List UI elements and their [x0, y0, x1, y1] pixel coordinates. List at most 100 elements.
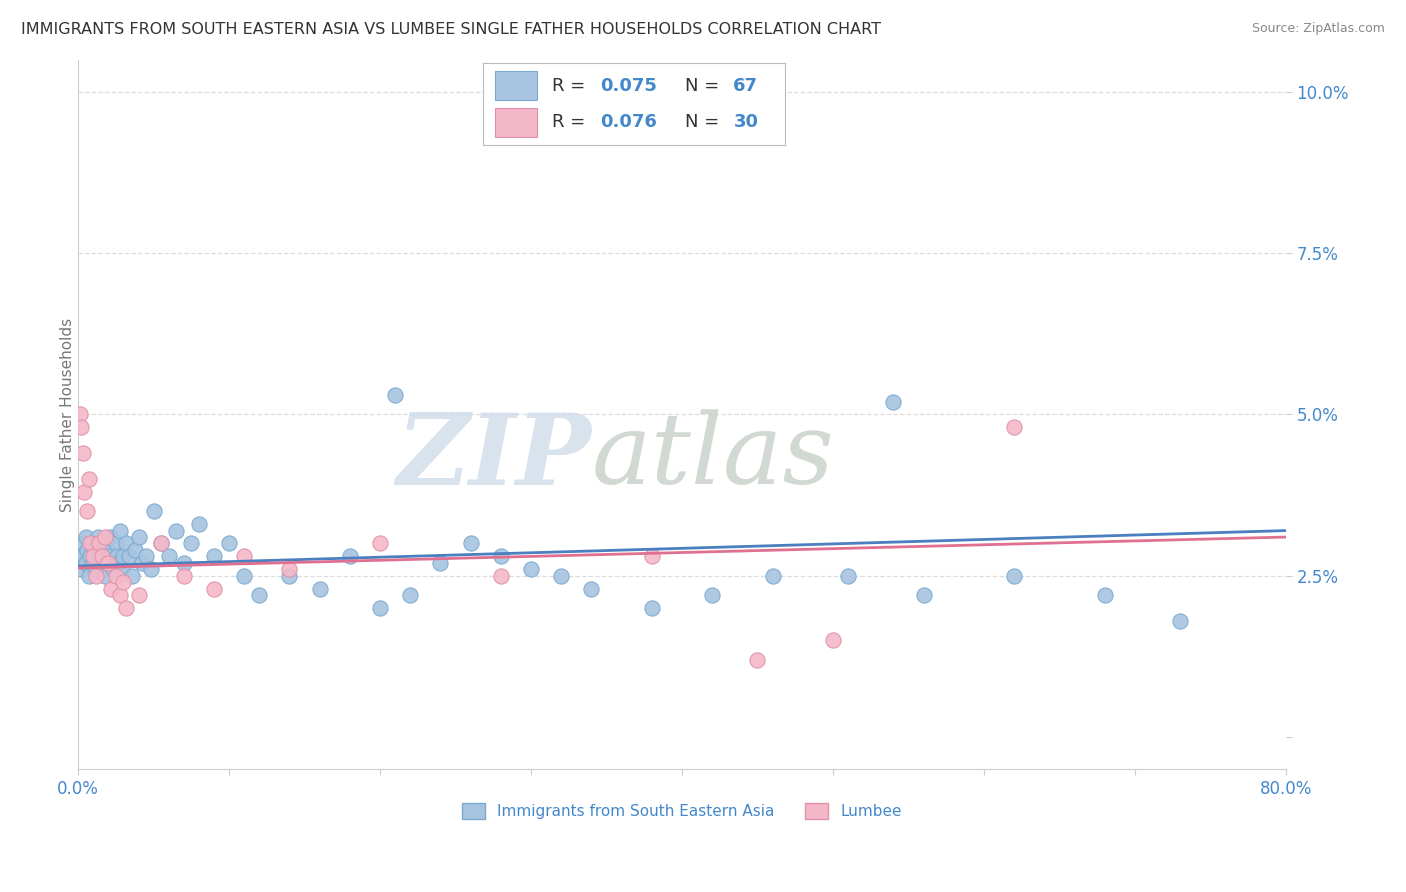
Text: IMMIGRANTS FROM SOUTH EASTERN ASIA VS LUMBEE SINGLE FATHER HOUSEHOLDS CORRELATIO: IMMIGRANTS FROM SOUTH EASTERN ASIA VS LU…: [21, 22, 882, 37]
Point: [173, 568, 195, 582]
Point: [278, 568, 301, 582]
Point: [72, 536, 94, 550]
Point: [84, 562, 107, 576]
Point: [124, 543, 146, 558]
Text: ZIP: ZIP: [396, 409, 592, 505]
Point: [104, 536, 127, 550]
Point: [165, 524, 187, 538]
Point: [912, 588, 935, 602]
Point: [100, 549, 122, 564]
Point: [83, 543, 105, 558]
Point: [1002, 568, 1025, 582]
Point: [97, 556, 120, 570]
Point: [278, 562, 301, 576]
Point: [105, 549, 128, 564]
Point: [110, 588, 132, 602]
Point: [157, 549, 180, 564]
Point: [489, 549, 512, 564]
Point: [150, 536, 173, 550]
Point: [77, 568, 100, 582]
Point: [131, 556, 153, 570]
Point: [399, 588, 422, 602]
Point: [90, 556, 112, 570]
Point: [173, 556, 195, 570]
Point: [96, 543, 118, 558]
Point: [135, 549, 157, 564]
Point: [821, 633, 844, 648]
Point: [79, 549, 101, 564]
Point: [218, 536, 240, 550]
Point: [202, 549, 225, 564]
Point: [384, 388, 406, 402]
Point: [247, 588, 270, 602]
Point: [69, 408, 91, 422]
Point: [76, 543, 98, 558]
Point: [89, 536, 111, 550]
Point: [128, 530, 150, 544]
Point: [702, 588, 724, 602]
Point: [89, 549, 111, 564]
Point: [79, 536, 101, 550]
Point: [94, 530, 117, 544]
Point: [339, 549, 361, 564]
Point: [94, 568, 117, 582]
Point: [520, 562, 543, 576]
Point: [121, 568, 143, 582]
Point: [98, 530, 121, 544]
Point: [460, 536, 482, 550]
Point: [233, 568, 256, 582]
Point: [139, 562, 162, 576]
Point: [142, 504, 165, 518]
Point: [75, 530, 97, 544]
Point: [84, 568, 107, 582]
Point: [69, 549, 91, 564]
Point: [73, 484, 96, 499]
Point: [115, 601, 138, 615]
Point: [308, 582, 330, 596]
Point: [77, 472, 100, 486]
Point: [1168, 614, 1191, 628]
Point: [368, 536, 391, 550]
Point: [150, 536, 173, 550]
Point: [111, 562, 134, 576]
Point: [882, 394, 904, 409]
Point: [91, 549, 114, 564]
Point: [108, 556, 131, 570]
Point: [747, 652, 769, 666]
Point: [581, 582, 603, 596]
Point: [202, 582, 225, 596]
Point: [104, 568, 127, 582]
Point: [368, 601, 391, 615]
Point: [641, 549, 664, 564]
Point: [97, 556, 120, 570]
Point: [70, 562, 93, 576]
Point: [110, 524, 132, 538]
Point: [112, 549, 135, 564]
Point: [93, 549, 115, 564]
Point: [489, 568, 512, 582]
Point: [187, 517, 209, 532]
Point: [72, 446, 94, 460]
Point: [128, 588, 150, 602]
Legend: Immigrants from South Eastern Asia, Lumbee: Immigrants from South Eastern Asia, Lumb…: [456, 797, 908, 825]
Point: [761, 568, 783, 582]
Point: [80, 536, 103, 550]
Point: [112, 575, 135, 590]
Point: [70, 420, 93, 434]
Point: [91, 536, 114, 550]
Point: [233, 549, 256, 564]
Text: atlas: atlas: [592, 409, 834, 505]
Point: [101, 562, 124, 576]
Point: [82, 549, 104, 564]
Point: [180, 536, 202, 550]
Point: [550, 568, 572, 582]
Point: [492, 117, 515, 131]
Text: Source: ZipAtlas.com: Source: ZipAtlas.com: [1251, 22, 1385, 36]
Point: [73, 549, 96, 564]
Point: [1002, 420, 1025, 434]
Point: [82, 556, 104, 570]
Point: [1094, 588, 1116, 602]
Point: [429, 556, 451, 570]
Point: [115, 536, 138, 550]
Point: [641, 601, 664, 615]
